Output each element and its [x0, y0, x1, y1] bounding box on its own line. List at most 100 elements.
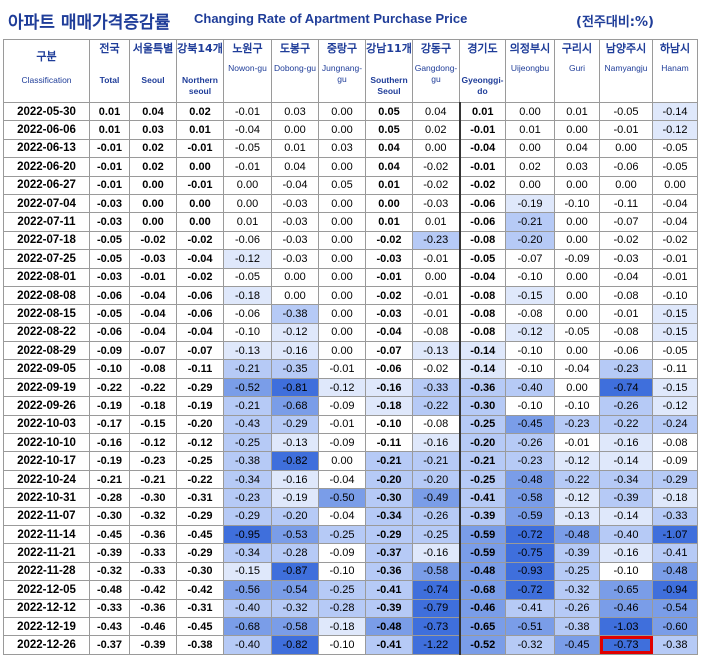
table-cell: -0.14 — [599, 451, 653, 471]
table-cell: -0.08 — [129, 359, 177, 379]
table-cell: 0.05 — [318, 175, 366, 195]
table-cell: -0.22 — [412, 396, 460, 416]
table-cell: -0.04 — [318, 506, 366, 526]
table-cell: 0.03 — [129, 120, 177, 140]
table-cell: -0.36 — [458, 377, 506, 398]
column-header: 도봉구 Dobong-gu — [271, 39, 319, 103]
table-cell: -0.23 — [599, 359, 653, 379]
table-cell: -0.20 — [365, 469, 413, 490]
table-cell: 0.00 — [318, 230, 366, 251]
table-cell: -0.07 — [365, 341, 413, 361]
table-cell: -0.28 — [318, 598, 366, 618]
table-cell: -0.04 — [599, 267, 653, 287]
table-cell: -0.12 — [271, 322, 319, 343]
table-cell: -0.03 — [271, 249, 319, 269]
table-cell: -0.03 — [271, 230, 319, 251]
table-cell: -0.33 — [89, 598, 130, 618]
table-cell: -0.34 — [223, 469, 272, 490]
table-cell: -0.11 — [599, 193, 653, 214]
table-cell: -0.22 — [89, 377, 130, 398]
table-cell: -0.16 — [412, 433, 460, 453]
table-cell: -0.05 — [652, 157, 698, 177]
table-cell: -0.08 — [458, 304, 506, 324]
table-cell: -0.48 — [652, 561, 698, 582]
table-cell: -0.10 — [505, 396, 555, 416]
table-cell: -0.08 — [505, 304, 555, 324]
table-cell: -0.16 — [271, 341, 319, 361]
table-cell: 0.01 — [554, 101, 600, 122]
table-cell: -0.18 — [129, 396, 177, 416]
table-cell: -0.75 — [505, 543, 555, 563]
table-cell: -0.04 — [458, 138, 506, 159]
table-cell: -0.36 — [129, 598, 177, 618]
table-cell: 0.00 — [505, 138, 555, 159]
table-cell: -0.02 — [176, 267, 224, 287]
table-cell: -0.16 — [271, 469, 319, 490]
table-cell: -0.05 — [223, 138, 272, 159]
table-cell: -0.34 — [365, 506, 413, 526]
table-cell: 0.01 — [365, 212, 413, 232]
table-cell: -0.42 — [176, 580, 224, 600]
table-row: 2022-10-24 -0.21 -0.21 -0.22 -0.34 -0.16 -0.04… — [3, 469, 698, 490]
table-cell: -0.72 — [505, 524, 555, 545]
table-row: 2022-10-31 -0.28 -0.30 -0.31 -0.23 -0.19 -0.50… — [3, 488, 698, 508]
table-cell: -0.02 — [458, 175, 506, 195]
row-date: 2022-11-28 — [3, 561, 90, 582]
table-cell: -0.40 — [223, 635, 272, 655]
table-cell: -0.02 — [412, 359, 460, 379]
table-cell: -0.08 — [599, 322, 653, 343]
table-cell: -0.05 — [652, 138, 698, 159]
column-header: 의정부시 Uijeongbu — [505, 39, 555, 103]
table-cell: -0.25 — [554, 561, 600, 582]
table-cell: -0.10 — [505, 341, 555, 361]
table-cell: -0.17 — [89, 414, 130, 435]
table-cell: -0.29 — [652, 469, 698, 490]
table-cell: 0.02 — [129, 138, 177, 159]
table-cell: -0.19 — [176, 396, 224, 416]
table-cell: -0.68 — [223, 616, 272, 637]
table-cell: -0.10 — [554, 396, 600, 416]
table-cell: -0.25 — [458, 469, 506, 490]
table-cell: -0.34 — [223, 543, 272, 563]
table-cell: -0.10 — [599, 561, 653, 582]
table-cell: -0.10 — [223, 322, 272, 343]
row-date: 2022-07-04 — [3, 193, 90, 214]
table-cell: -0.10 — [318, 635, 366, 655]
table-cell: -0.48 — [89, 580, 130, 600]
table-cell: -0.04 — [458, 267, 506, 287]
table-cell: 0.00 — [554, 175, 600, 195]
table-cell: -0.15 — [652, 304, 698, 324]
column-header-korean: 전국 — [99, 42, 120, 55]
table-cell: -0.33 — [129, 561, 177, 582]
table-cell: -0.81 — [271, 377, 319, 398]
table-cell: -0.38 — [271, 304, 319, 324]
table-row: 2022-06-20 -0.01 0.02 0.00 -0.01 0.04 0.00 0.04… — [3, 157, 698, 177]
table-cell: -0.06 — [223, 230, 272, 251]
table-cell: 0.04 — [271, 157, 319, 177]
table-cell: -0.29 — [176, 377, 224, 398]
table-cell: -0.12 — [652, 396, 698, 416]
table-cell: -0.26 — [554, 598, 600, 618]
table-cell: -0.41 — [365, 580, 413, 600]
table-cell: -0.07 — [599, 212, 653, 232]
table-cell: -0.29 — [176, 506, 224, 526]
table-cell: 0.01 — [89, 120, 130, 140]
table-cell: -0.36 — [129, 524, 177, 545]
table-cell: -0.31 — [176, 598, 224, 618]
table-cell: 0.00 — [318, 267, 366, 287]
table-cell: -0.39 — [599, 488, 653, 508]
table-cell: 0.00 — [554, 304, 600, 324]
table-cell: -0.10 — [505, 267, 555, 287]
table-cell: -0.30 — [176, 561, 224, 582]
column-header-korean: 강남11개 — [366, 42, 412, 55]
table-cell: 0.00 — [318, 101, 366, 122]
table-cell: -0.06 — [176, 285, 224, 306]
table-cell: -0.23 — [554, 414, 600, 435]
table-cell: -0.12 — [554, 451, 600, 471]
row-date: 2022-06-27 — [3, 175, 90, 195]
table-cell: -0.04 — [271, 175, 319, 195]
table-cell: -0.39 — [129, 635, 177, 655]
table-cell: -0.65 — [458, 616, 506, 637]
table-cell: -0.37 — [365, 543, 413, 563]
table-cell: -0.05 — [89, 249, 130, 269]
